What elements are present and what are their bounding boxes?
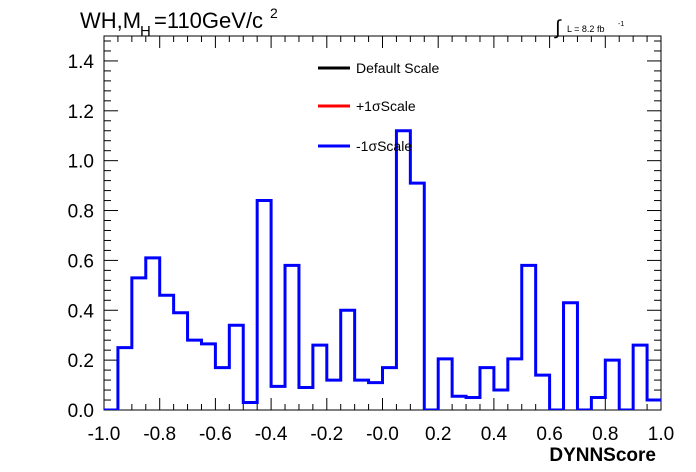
series-line-minus1sigma bbox=[104, 129, 661, 410]
x-tick-label: -0.0 bbox=[366, 424, 399, 445]
chart-title-subscript: H bbox=[140, 23, 151, 40]
lumi-label: L = 8.2 fb bbox=[567, 24, 604, 34]
x-tick-label: 0.2 bbox=[425, 424, 451, 445]
x-axis-label: DYNNScore bbox=[549, 445, 656, 466]
y-tick-label: 1.4 bbox=[68, 52, 95, 73]
y-tick-label: 0.8 bbox=[68, 202, 94, 223]
x-tick-label: -0.6 bbox=[199, 424, 232, 445]
legend-label-default: Default Scale bbox=[356, 60, 439, 76]
y-tick-label: 0.4 bbox=[68, 301, 95, 322]
x-tick-label: 0.6 bbox=[536, 424, 562, 445]
y-tick-label: 0.0 bbox=[68, 401, 94, 422]
y-tick-label: 0.2 bbox=[68, 351, 94, 372]
lumi-integral-sign: ∫ bbox=[554, 17, 562, 39]
x-tick-label: 1.0 bbox=[648, 424, 674, 445]
legend-label-plus1sigma: +1σScale bbox=[356, 98, 416, 114]
x-tick-label: -1.0 bbox=[88, 424, 121, 445]
x-tick-label: -0.4 bbox=[255, 424, 288, 445]
x-tick-label: -0.2 bbox=[310, 424, 343, 445]
y-tick-label: 1.2 bbox=[68, 102, 94, 123]
legend: Default Scale +1σScale -1σScale bbox=[318, 60, 439, 154]
legend-label-minus1sigma: -1σScale bbox=[356, 138, 412, 154]
chart-title-rest: =110GeV/c bbox=[154, 8, 263, 33]
x-tick-label: 0.4 bbox=[481, 424, 508, 445]
x-tick-label: -0.8 bbox=[143, 424, 176, 445]
chart-title-main: WH,M bbox=[80, 8, 141, 33]
x-tick-label: 0.8 bbox=[592, 424, 618, 445]
y-tick-label: 1.0 bbox=[68, 152, 94, 173]
lumi-superscript: -1 bbox=[618, 21, 624, 28]
chart-title-superscript: 2 bbox=[270, 5, 278, 21]
y-tick-label: 0.6 bbox=[68, 251, 94, 272]
